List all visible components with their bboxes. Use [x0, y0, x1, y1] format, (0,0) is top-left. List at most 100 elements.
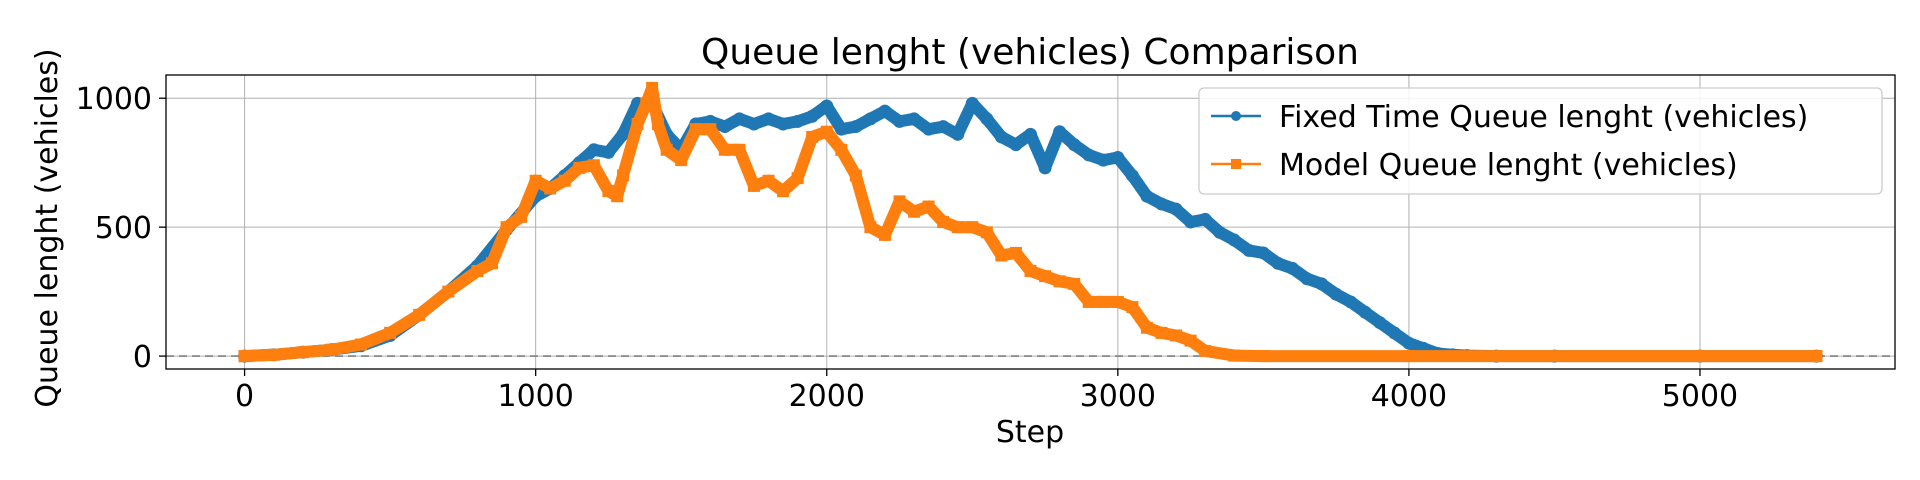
data-point — [1402, 336, 1416, 350]
data-point — [384, 326, 397, 339]
data-point — [747, 179, 760, 192]
data-point — [1213, 225, 1227, 239]
legend-label: Model Queue lenght (vehicles) — [1279, 148, 1738, 183]
data-point — [675, 154, 688, 167]
data-point — [1184, 334, 1197, 347]
data-point — [616, 127, 630, 141]
data-point — [325, 343, 338, 356]
data-point — [587, 159, 600, 172]
legend-label: Fixed Time Queue lenght (vehicles) — [1279, 100, 1808, 135]
data-point — [1693, 350, 1706, 363]
data-point — [893, 114, 907, 128]
legend-marker — [1231, 111, 1241, 121]
data-point — [1082, 295, 1095, 308]
x-axis-title: Step — [996, 415, 1064, 450]
data-point — [1024, 127, 1037, 141]
data-point — [1199, 344, 1212, 357]
data-point — [951, 221, 964, 234]
legend-entry: Model Queue lenght (vehicles) — [1211, 148, 1738, 183]
data-point — [1111, 151, 1125, 165]
data-point — [1082, 148, 1096, 162]
data-point — [762, 112, 776, 126]
data-point — [1329, 287, 1343, 301]
data-point — [640, 97, 653, 110]
data-point — [704, 123, 717, 136]
data-point — [646, 81, 659, 94]
data-point — [980, 226, 993, 239]
data-point — [922, 122, 936, 136]
data-point — [863, 112, 877, 126]
data-point — [878, 228, 891, 241]
data-point — [1169, 202, 1183, 216]
data-point — [718, 143, 731, 156]
x-tick-label: 2000 — [789, 379, 865, 414]
data-point — [849, 120, 863, 134]
data-point — [1300, 272, 1314, 286]
data-point — [631, 118, 644, 130]
data-point — [616, 169, 629, 182]
data-point — [1256, 246, 1270, 260]
data-point — [1271, 256, 1285, 270]
legend-entry: Fixed Time Queue lenght (vehicles) — [1211, 100, 1808, 135]
data-point — [1097, 295, 1110, 308]
plot-area: 0 1000 2000 3000 4000 5000 0 500 1000 — [76, 74, 1896, 414]
data-point — [936, 120, 950, 134]
data-point — [660, 143, 673, 156]
data-point — [1154, 197, 1168, 211]
data-point — [1198, 212, 1212, 226]
data-point — [1024, 265, 1037, 277]
series-model — [238, 81, 1823, 363]
data-point — [834, 122, 848, 136]
data-point — [820, 99, 834, 113]
data-point — [908, 205, 921, 218]
data-point — [849, 169, 862, 182]
data-point — [601, 145, 615, 159]
data-point — [1009, 138, 1023, 152]
data-point — [776, 117, 790, 131]
x-tick-label: 3000 — [1080, 379, 1156, 414]
data-point — [611, 190, 624, 203]
data-point — [1096, 153, 1110, 167]
data-point — [529, 174, 542, 187]
y-tick-label: 0 — [133, 340, 152, 375]
data-point — [732, 112, 746, 126]
data-point — [937, 216, 950, 228]
data-point — [413, 308, 426, 321]
data-point — [835, 143, 848, 156]
data-point — [1126, 301, 1139, 314]
data-point — [820, 125, 833, 138]
data-point — [442, 285, 455, 298]
data-point — [1067, 138, 1081, 152]
data-point — [1242, 243, 1256, 257]
data-point — [1227, 233, 1241, 247]
data-point — [1009, 246, 1022, 259]
data-point — [1125, 169, 1139, 183]
data-point — [965, 96, 979, 110]
x-tick-label: 0 — [235, 379, 254, 414]
data-point — [558, 174, 571, 187]
y-axis-title: Queue lenght (vehicles) — [30, 48, 65, 407]
data-point — [864, 221, 877, 234]
data-point — [805, 109, 819, 123]
x-tick-label: 4000 — [1371, 379, 1447, 414]
data-point — [651, 118, 664, 130]
data-point — [806, 130, 819, 143]
data-point — [1170, 329, 1183, 342]
data-point — [267, 348, 280, 361]
data-point — [1228, 349, 1241, 362]
data-point — [966, 221, 979, 234]
data-point — [515, 210, 528, 223]
data-point — [762, 174, 775, 187]
data-point — [1257, 350, 1270, 363]
x-tick-label: 1000 — [497, 379, 573, 414]
data-point — [994, 130, 1008, 144]
data-point — [1285, 261, 1299, 275]
data-point — [1111, 295, 1124, 308]
data-point — [1184, 215, 1198, 229]
data-point — [471, 265, 484, 277]
data-point — [573, 161, 586, 174]
data-point — [878, 104, 892, 118]
data-point — [689, 123, 702, 136]
legend-box — [1198, 87, 1883, 195]
data-point — [1155, 326, 1168, 339]
